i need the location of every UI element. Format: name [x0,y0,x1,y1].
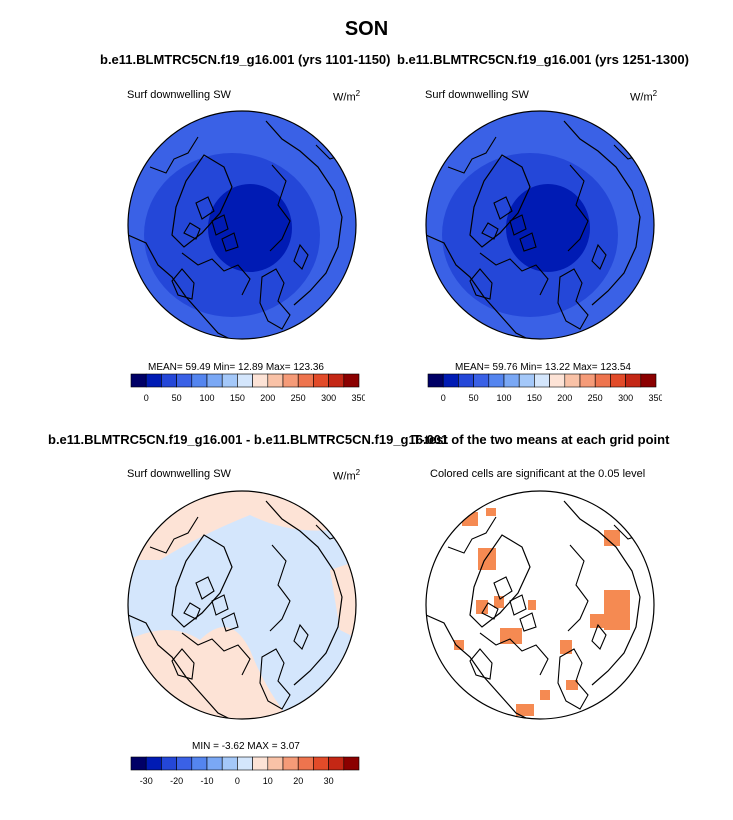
colorbar-tick-label: 200 [557,393,572,403]
colorbar-cell [161,373,177,388]
panel-1-stats: MEAN= 59.49 Min= 12.89 Max= 123.36 [148,362,324,373]
map-panel-4-border [425,490,655,720]
panel-3-variable: Surf downwelling SW [127,468,231,480]
colorbar-cell [206,756,223,771]
colorbar-cell [237,373,253,388]
colorbar-cell [221,756,238,771]
colorbar-cell [282,756,299,771]
colorbar-tick-label: 0 [235,776,240,786]
colorbar-cell [282,373,299,388]
colorbar-cell [297,373,314,388]
map-panel-1-border [127,110,357,340]
colorbar-cell [549,373,566,388]
colorbar-cell [594,373,611,388]
colorbar-cell [564,373,581,388]
colorbar-cell [176,373,193,388]
colorbar-cell [640,373,657,388]
colorbar-tick-label: -10 [200,776,213,786]
colorbar-cell [579,373,596,388]
colorbar-cell [427,373,444,388]
colorbar-panel-2: 0 50 100 150 200 250 300 350 [427,373,662,403]
colorbar-tick-label: 50 [172,393,182,403]
colorbar-tick-label: 30 [324,776,334,786]
colorbar-cell [625,373,642,388]
colorbar-tick-label: 50 [469,393,479,403]
colorbar-cell [313,756,329,771]
colorbar-cell [267,756,284,771]
colorbar-tick-label: 150 [230,393,245,403]
colorbar-cell [237,756,253,771]
colorbar-cell [610,373,626,388]
map-panel-2 [426,111,654,339]
panel-1-title: b.e11.BLMTRC5CN.f19_g16.001 (yrs 1101-11… [100,52,391,67]
colorbar-tick-label: -20 [170,776,183,786]
colorbar-tick-label: 300 [618,393,633,403]
colorbar-tick-label: 10 [263,776,273,786]
colorbar-cell [328,373,345,388]
map-panel-3-border [127,490,357,720]
panel-4-note: Colored cells are significant at the 0.0… [430,468,646,480]
colorbar-panel-1: 0 50 100 150 200 250 300 350 [130,373,365,403]
map-panel-4 [426,491,654,719]
colorbar-cell [458,373,474,388]
panel-2-title: b.e11.BLMTRC5CN.f19_g16.001 (yrs 1251-13… [397,52,689,67]
colorbar-cell [343,756,360,771]
colorbar-cell [488,373,505,388]
colorbar-cell [297,756,314,771]
panel-2-stats: MEAN= 59.76 Min= 13.22 Max= 123.54 [455,362,631,373]
panel-4-title: T-test of the two means at each grid poi… [413,432,670,447]
panel-3-title: b.e11.BLMTRC5CN.f19_g16.001 - b.e11.BLMT… [48,432,449,447]
colorbar-tick-label: 20 [293,776,303,786]
colorbar-cell [130,373,147,388]
colorbar-tick-label: 100 [199,393,214,403]
colorbar-cell [191,756,208,771]
colorbar-cell [252,756,269,771]
colorbar-cell [191,373,208,388]
panel-1-units: W/m2 [333,89,361,104]
panel-2-variable: Surf downwelling SW [425,89,529,101]
colorbar-tick-label: 100 [496,393,511,403]
panel-2-units: W/m2 [630,89,658,104]
map-panel-3 [128,491,356,719]
colorbar-tick-label: 200 [260,393,275,403]
colorbar-cell [267,373,284,388]
main-title: SON [344,18,389,40]
colorbar-cell [145,756,162,771]
colorbar-cell [518,373,535,388]
map-panel-1 [128,111,356,339]
colorbar-cell [221,373,238,388]
colorbar-cell [313,373,329,388]
colorbar-tick-label: 250 [588,393,603,403]
panel-3-units: W/m2 [333,468,361,483]
panel-1-variable: Surf downwelling SW [127,89,231,101]
colorbar-cell [130,756,147,771]
colorbar-cell [145,373,162,388]
colorbar-panel-3: -30 -20 -10 0 10 20 30 [130,756,360,786]
colorbar-cell [161,756,177,771]
colorbar-cell [328,756,345,771]
colorbar-tick-label: 250 [291,393,306,403]
map-panel-2-border [425,110,655,340]
colorbar-tick-label: 0 [144,393,149,403]
colorbar-cell [442,373,459,388]
colorbar-tick-label: -30 [140,776,153,786]
panel-3-stats: MIN = -3.62 MAX = 3.07 [192,741,300,752]
colorbar-tick-label: 150 [527,393,542,403]
colorbar-cell [206,373,223,388]
colorbar-cell [176,756,193,771]
colorbar-cell [252,373,269,388]
colorbar-cell [503,373,520,388]
colorbar-tick-label: 350 [351,393,365,403]
colorbar-cell [534,373,550,388]
colorbar-cell [343,373,360,388]
colorbar-tick-label: 0 [441,393,446,403]
colorbar-tick-label: 300 [321,393,336,403]
colorbar-tick-label: 350 [648,393,662,403]
colorbar-cell [473,373,490,388]
